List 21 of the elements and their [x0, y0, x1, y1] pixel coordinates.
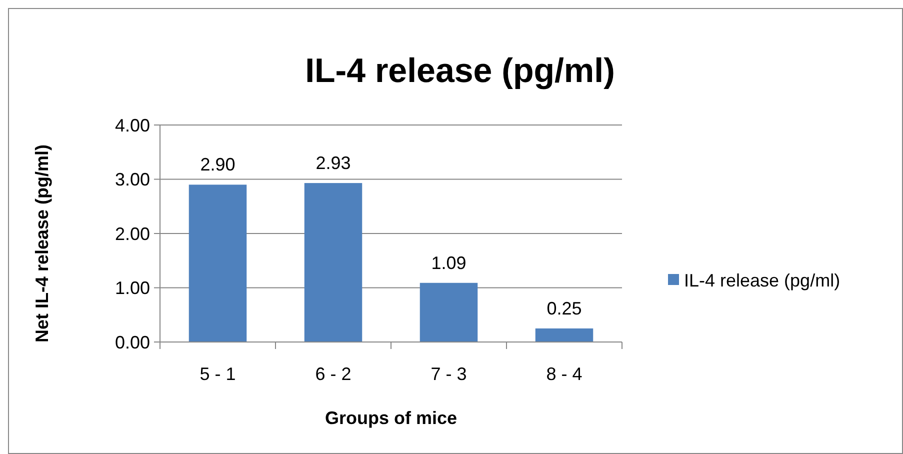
text: 2.93 — [316, 153, 351, 174]
x-axis-title: Groups of mice — [324, 408, 458, 428]
chart-title: IL-4 release (pg/ml) — [305, 52, 615, 90]
y-tick-label: 3.00 — [114, 170, 150, 190]
bar — [535, 328, 594, 342]
text: 1.09 — [431, 252, 466, 273]
y-tick-label: 2.00 — [114, 224, 150, 244]
x-tick-label: 5 - 1 — [200, 364, 236, 384]
y-tick-label: 1.00 — [114, 278, 150, 298]
x-tick-label: 8 - 4 — [546, 364, 582, 384]
y-tick-label: 4.00 — [114, 115, 150, 136]
bar — [420, 282, 478, 342]
legend-label: IL-4 release (pg/ml) — [684, 270, 840, 290]
y-axis-title: Net IL-4 release (pg/ml) — [32, 144, 52, 343]
x-tick-label: 6 - 2 — [315, 364, 352, 384]
bar — [188, 184, 247, 342]
bar — [304, 183, 362, 342]
text: 2.90 — [200, 154, 236, 175]
y-tick-label: 0.00 — [114, 332, 150, 352]
x-tick-label: 7 - 3 — [430, 364, 467, 384]
text: 0.25 — [546, 298, 582, 318]
